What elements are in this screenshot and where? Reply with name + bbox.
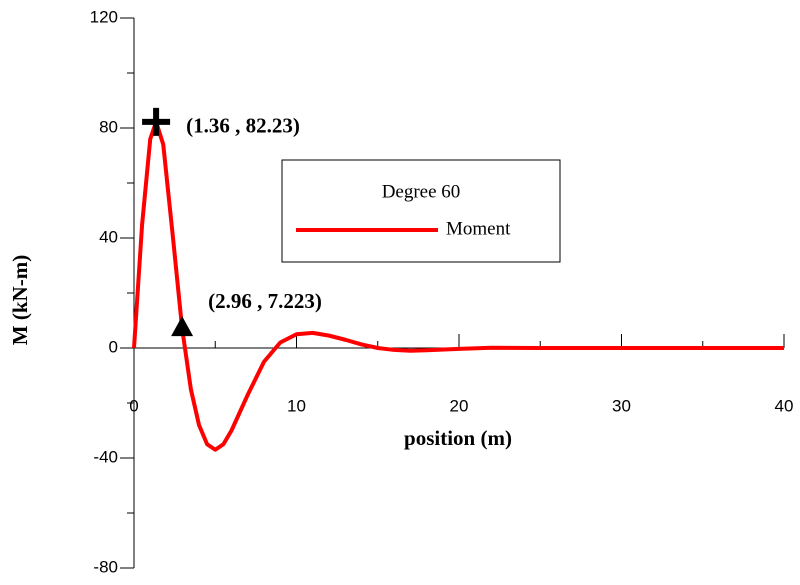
- y-tick-label: 0: [109, 337, 118, 356]
- x-tick-label: 40: [775, 396, 794, 415]
- x-axis-title: position (m): [404, 426, 512, 450]
- x-tick-label: 10: [287, 396, 306, 415]
- y-tick-label: -40: [93, 447, 118, 466]
- x-tick-label: 30: [612, 396, 631, 415]
- annotation-label: (2.96 , 7.223): [208, 289, 322, 313]
- annotation-marker: [142, 107, 171, 136]
- y-tick-label: 40: [99, 227, 118, 246]
- legend-box: [281, 159, 561, 263]
- x-tick-label: 0: [129, 396, 138, 415]
- annotation-marker: [171, 316, 194, 337]
- y-tick-label: 80: [99, 117, 118, 136]
- x-tick-label: 20: [450, 396, 469, 415]
- y-tick-label: -80: [93, 557, 118, 576]
- legend-label: Moment: [446, 218, 511, 239]
- data-line: [132, 119, 784, 452]
- y-tick-label: 120: [90, 7, 118, 26]
- y-axis-title: M (kN-m): [8, 255, 32, 345]
- legend-title: Degree 60: [382, 181, 461, 202]
- annotation-label: (1.36 , 82.23): [186, 114, 300, 138]
